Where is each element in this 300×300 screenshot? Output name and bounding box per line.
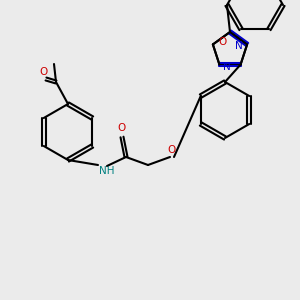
Text: NH: NH [99,166,115,176]
Text: O: O [218,38,226,47]
Text: O: O [39,67,47,77]
Text: N: N [236,41,243,51]
Text: O: O [167,145,175,155]
Text: O: O [117,123,125,133]
Text: N: N [224,61,231,72]
